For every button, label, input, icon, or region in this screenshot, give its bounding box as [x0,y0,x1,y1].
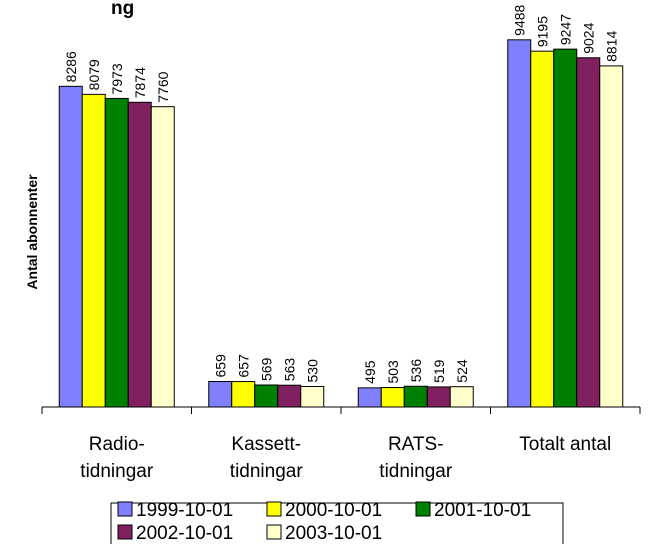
category-label: tidningar [379,461,453,482]
bar [403,385,428,408]
bars-group [58,39,624,408]
bar [208,380,233,408]
data-label: 8286 [63,51,79,82]
legend-entry: 2002-10-01 [136,523,233,544]
data-label: 8814 [603,31,619,62]
legend-entry: 2001-10-01 [434,500,531,521]
bar [254,384,279,408]
data-label: 519 [431,359,447,383]
data-label: 9488 [511,4,527,35]
bar [58,85,83,408]
bar [507,39,532,408]
data-label: 9195 [534,16,550,47]
bar [150,106,175,408]
category-label: tidningar [230,461,304,482]
bar [553,48,578,408]
legend-swatch [117,501,133,517]
bar [231,381,256,408]
category-labels-group: Radio-tidningar Kassett-tidningar RATS-tid… [80,434,611,482]
data-label: 9024 [580,22,596,53]
data-label: 524 [454,359,470,383]
legend-swatch [266,501,282,517]
bar [81,93,106,408]
bar [426,386,451,408]
data-label: 569 [258,357,274,381]
bar [449,386,474,408]
legend-entry: 2000-10-01 [285,500,382,521]
bar [357,387,382,408]
data-label: 8079 [86,59,102,90]
value-labels-group: 8286 8079 7973 7874 7760 659 657 569 563 530 495 50… [63,4,620,383]
bar [127,101,152,408]
data-label: 7760 [155,71,171,102]
data-label: 657 [235,354,251,378]
bar [530,50,555,408]
data-label: 503 [385,360,401,384]
data-label: 530 [304,359,320,383]
legend-entry: 1999-10-01 [136,500,233,521]
category-label: Radio- [89,434,145,455]
data-label: 7874 [132,67,148,98]
category-label: Totalt antal [519,434,611,455]
y-axis-label: Antal abonnenter [24,174,40,290]
legend-swatch [266,524,282,540]
bar [599,65,624,408]
legend-swatch [117,524,133,540]
data-label: 563 [281,358,297,382]
bar [104,97,129,408]
x-axis-ticks [41,407,641,414]
legend: 1999-10-01 2000-10-01 2001-10-01 2002-10-01… [110,500,564,544]
bar [277,384,302,408]
bar [576,57,601,408]
bar [380,387,405,408]
legend-swatch [415,501,431,517]
category-label: Kassett- [231,434,301,455]
category-label: RATS- [388,434,444,455]
category-label: tidningar [80,461,154,482]
legend-entry: 2003-10-01 [285,523,382,544]
chart-title-fragment: ng [111,0,134,19]
data-label: 536 [408,359,424,383]
bar [300,385,325,408]
data-label: 9247 [557,14,573,45]
legend-box [110,502,564,544]
data-label: 659 [212,354,228,378]
data-label: 7973 [109,63,125,94]
data-label: 495 [362,360,378,384]
